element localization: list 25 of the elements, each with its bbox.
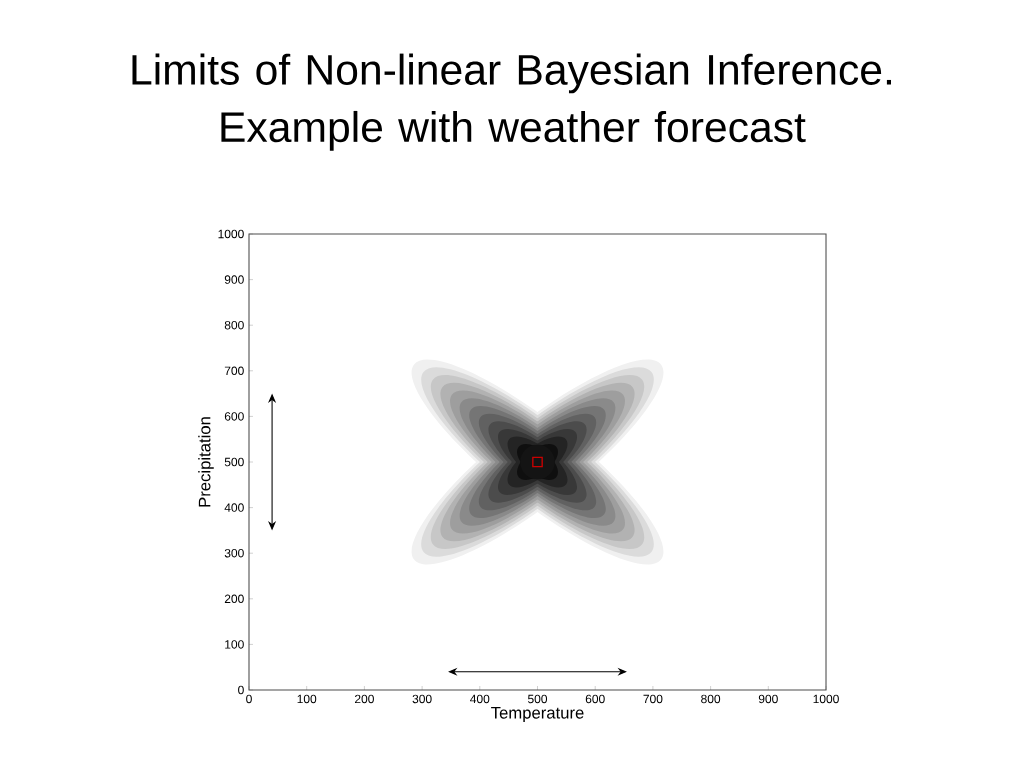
y-tick-label: 900 xyxy=(224,275,244,284)
x-tick-label: 300 xyxy=(412,694,432,704)
x-tick-label: 500 xyxy=(527,694,548,704)
y-tick-label: 700 xyxy=(224,366,244,376)
y-tick-label: 400 xyxy=(224,503,244,512)
x-tick-label: 1000 xyxy=(813,694,839,704)
y-tick-label: 1000 xyxy=(218,229,244,239)
y-tick-label: 200 xyxy=(224,594,244,604)
x-tick-label: 600 xyxy=(585,694,605,704)
x-tick-label: 800 xyxy=(701,694,721,704)
y-tick-label: 100 xyxy=(225,640,244,649)
x-tick-label: 400 xyxy=(470,694,490,704)
y-axis-title: Precipitation xyxy=(198,417,214,507)
y-tick-label: 600 xyxy=(224,412,244,421)
x-tick-label: 0 xyxy=(246,694,252,704)
y-tick-label: 300 xyxy=(224,548,244,558)
x-tick-label: 200 xyxy=(355,694,374,704)
x-tick-label: 100 xyxy=(297,694,317,704)
x-tick-label: 900 xyxy=(758,694,778,704)
x-tick-label: 700 xyxy=(643,694,663,704)
y-tick-label: 0 xyxy=(238,685,244,695)
chart-title: Limits of Non-linear Bayesian Inference. Example with weather forecast xyxy=(132,53,891,151)
x-axis-title: Temperature xyxy=(491,707,584,722)
y-tick-label: 800 xyxy=(224,320,244,330)
y-tick-label: 500 xyxy=(224,457,244,467)
